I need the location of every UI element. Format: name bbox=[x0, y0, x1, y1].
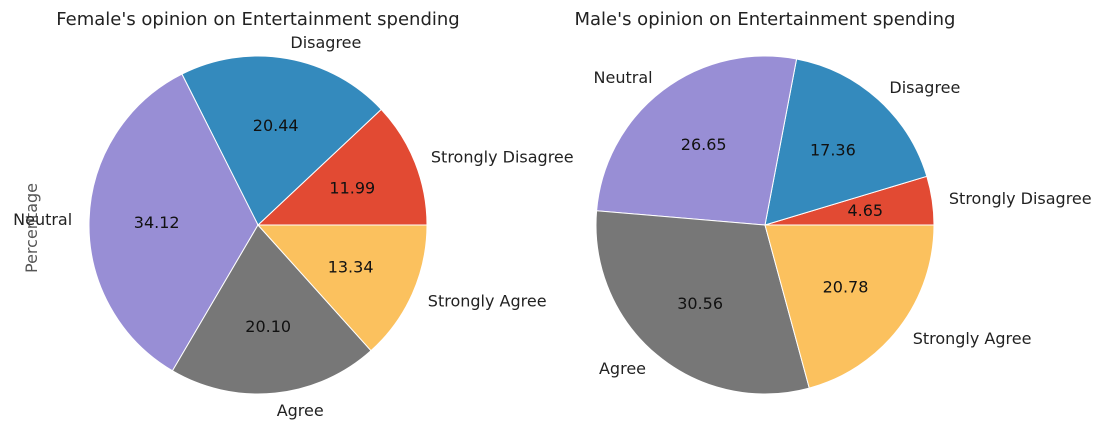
slice-value-agree: 30.56 bbox=[677, 294, 723, 313]
slice-label-disagree: Disagree bbox=[889, 78, 960, 97]
slice-value-disagree: 20.44 bbox=[253, 116, 299, 135]
slice-value-strongly-disagree: 11.99 bbox=[329, 179, 375, 198]
slice-label-neutral: Neutral bbox=[13, 210, 72, 229]
slice-value-strongly-agree: 13.34 bbox=[328, 257, 374, 276]
female-pie-chart: Female's opinion on Entertainment spendi… bbox=[13, 9, 573, 420]
y-axis-label: Percentage bbox=[22, 183, 41, 273]
pie-slice-strongly-disagree bbox=[256, 108, 428, 226]
slice-label-agree: Agree bbox=[277, 401, 324, 420]
slice-label-disagree: Disagree bbox=[290, 33, 361, 52]
pie-slices bbox=[88, 55, 428, 395]
slice-value-neutral: 34.12 bbox=[134, 213, 180, 232]
pie-labels: Strongly Disagree 11.99 Disagree 20.44 Neutr… bbox=[13, 33, 573, 420]
pie-slice-agree bbox=[171, 224, 372, 395]
slice-label-agree: Agree bbox=[599, 359, 646, 378]
slice-value-agree: 20.10 bbox=[245, 317, 291, 336]
slice-label-strongly-agree: Strongly Agree bbox=[913, 329, 1032, 348]
pie-slice-disagree bbox=[764, 58, 928, 226]
pie-slice-strongly-agree bbox=[256, 224, 428, 352]
slice-value-disagree: 17.36 bbox=[810, 141, 856, 160]
slice-label-strongly-disagree: Strongly Disagree bbox=[431, 148, 574, 167]
slice-value-strongly-agree: 20.78 bbox=[823, 278, 869, 297]
pie-slice-neutral bbox=[596, 55, 798, 226]
male-pie-chart: Male's opinion on Entertainment spending… bbox=[575, 9, 1092, 395]
slice-label-neutral: Neutral bbox=[594, 68, 653, 87]
chart-title: Male's opinion on Entertainment spending bbox=[575, 9, 956, 30]
slice-label-strongly-disagree: Strongly Disagree bbox=[949, 189, 1092, 208]
pie-slice-agree bbox=[595, 210, 810, 395]
slice-value-neutral: 26.65 bbox=[681, 135, 727, 154]
pie-slice-strongly-agree bbox=[764, 224, 935, 389]
pie-slices bbox=[595, 55, 935, 395]
pie-labels: Strongly Disagree 4.65 Disagree 17.36 Neutra… bbox=[594, 68, 1092, 378]
slice-value-strongly-disagree: 4.65 bbox=[847, 201, 883, 220]
slice-label-strongly-agree: Strongly Agree bbox=[428, 292, 547, 311]
chart-title: Female's opinion on Entertainment spendi… bbox=[56, 9, 459, 30]
pie-slice-disagree bbox=[181, 55, 382, 226]
